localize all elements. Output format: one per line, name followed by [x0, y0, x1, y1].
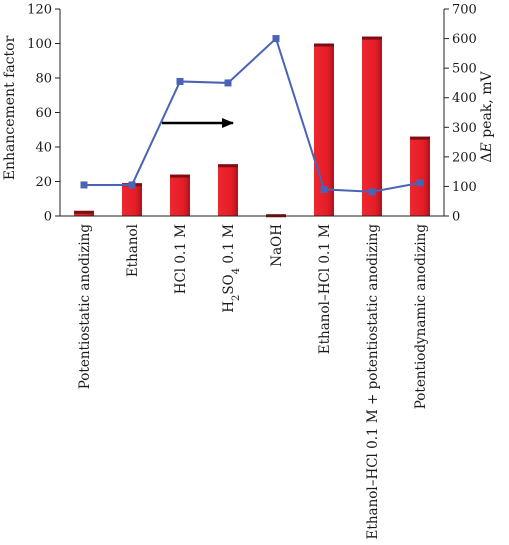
line-series-path — [84, 36, 421, 193]
y-tick-label-left: 0 — [44, 210, 52, 225]
line-point — [320, 185, 328, 193]
y-axis-label-left: Enhancement factor — [2, 35, 18, 180]
category-label: HCl 0.1 M — [173, 224, 189, 294]
y-tick-label-left: 60 — [35, 106, 52, 121]
line-point — [224, 79, 232, 87]
y-tick-label-right: 0 — [452, 210, 460, 225]
line-point — [368, 188, 376, 196]
y-tick-label-right: 400 — [452, 91, 477, 106]
bar — [362, 36, 382, 216]
bar-top-edge — [218, 164, 238, 168]
bar — [170, 174, 190, 216]
bar — [122, 183, 142, 216]
y-tick-label-right: 200 — [452, 150, 477, 165]
y-tick-label-left: 100 — [27, 37, 52, 52]
bar — [218, 164, 238, 216]
line-point — [176, 77, 184, 85]
bar-top-edge — [170, 174, 190, 178]
y-tick-label-right: 100 — [452, 180, 477, 195]
bar-top-edge — [410, 136, 430, 140]
category-label: Potentiostatic anodizing — [77, 224, 93, 390]
y-tick-label-right: 600 — [452, 32, 477, 47]
y-tick-label-right: 700 — [452, 3, 477, 18]
category-label: NaOH — [269, 224, 285, 267]
y-axis-label-right: ΔE peak, mV — [479, 71, 495, 163]
category-label: Ethanol — [125, 224, 141, 277]
y-tick-label-right: 500 — [452, 62, 477, 77]
category-label: Ethanol–HCl 0.1 M — [317, 224, 333, 354]
line-point — [416, 179, 424, 187]
line-point — [80, 181, 88, 189]
category-label: H2SO4 0.1 M — [221, 224, 242, 313]
y-tick-label-right: 300 — [452, 121, 477, 136]
line-point — [128, 181, 136, 189]
y-tick-label-left: 80 — [35, 72, 52, 87]
bar-top-edge — [314, 43, 334, 47]
y-tick-label-left: 120 — [27, 3, 52, 18]
y-tick-label-left: 20 — [35, 175, 52, 190]
category-label: Ethanol–HCl 0.1 M + potentiostatic anodi… — [365, 224, 381, 540]
bar-top-edge — [74, 210, 94, 214]
y-tick-label-left: 40 — [35, 141, 52, 156]
category-label: Potentiodynamic anodizing — [413, 224, 429, 410]
line-point — [272, 35, 280, 43]
bar — [410, 136, 430, 216]
bar-top-edge — [362, 36, 382, 40]
